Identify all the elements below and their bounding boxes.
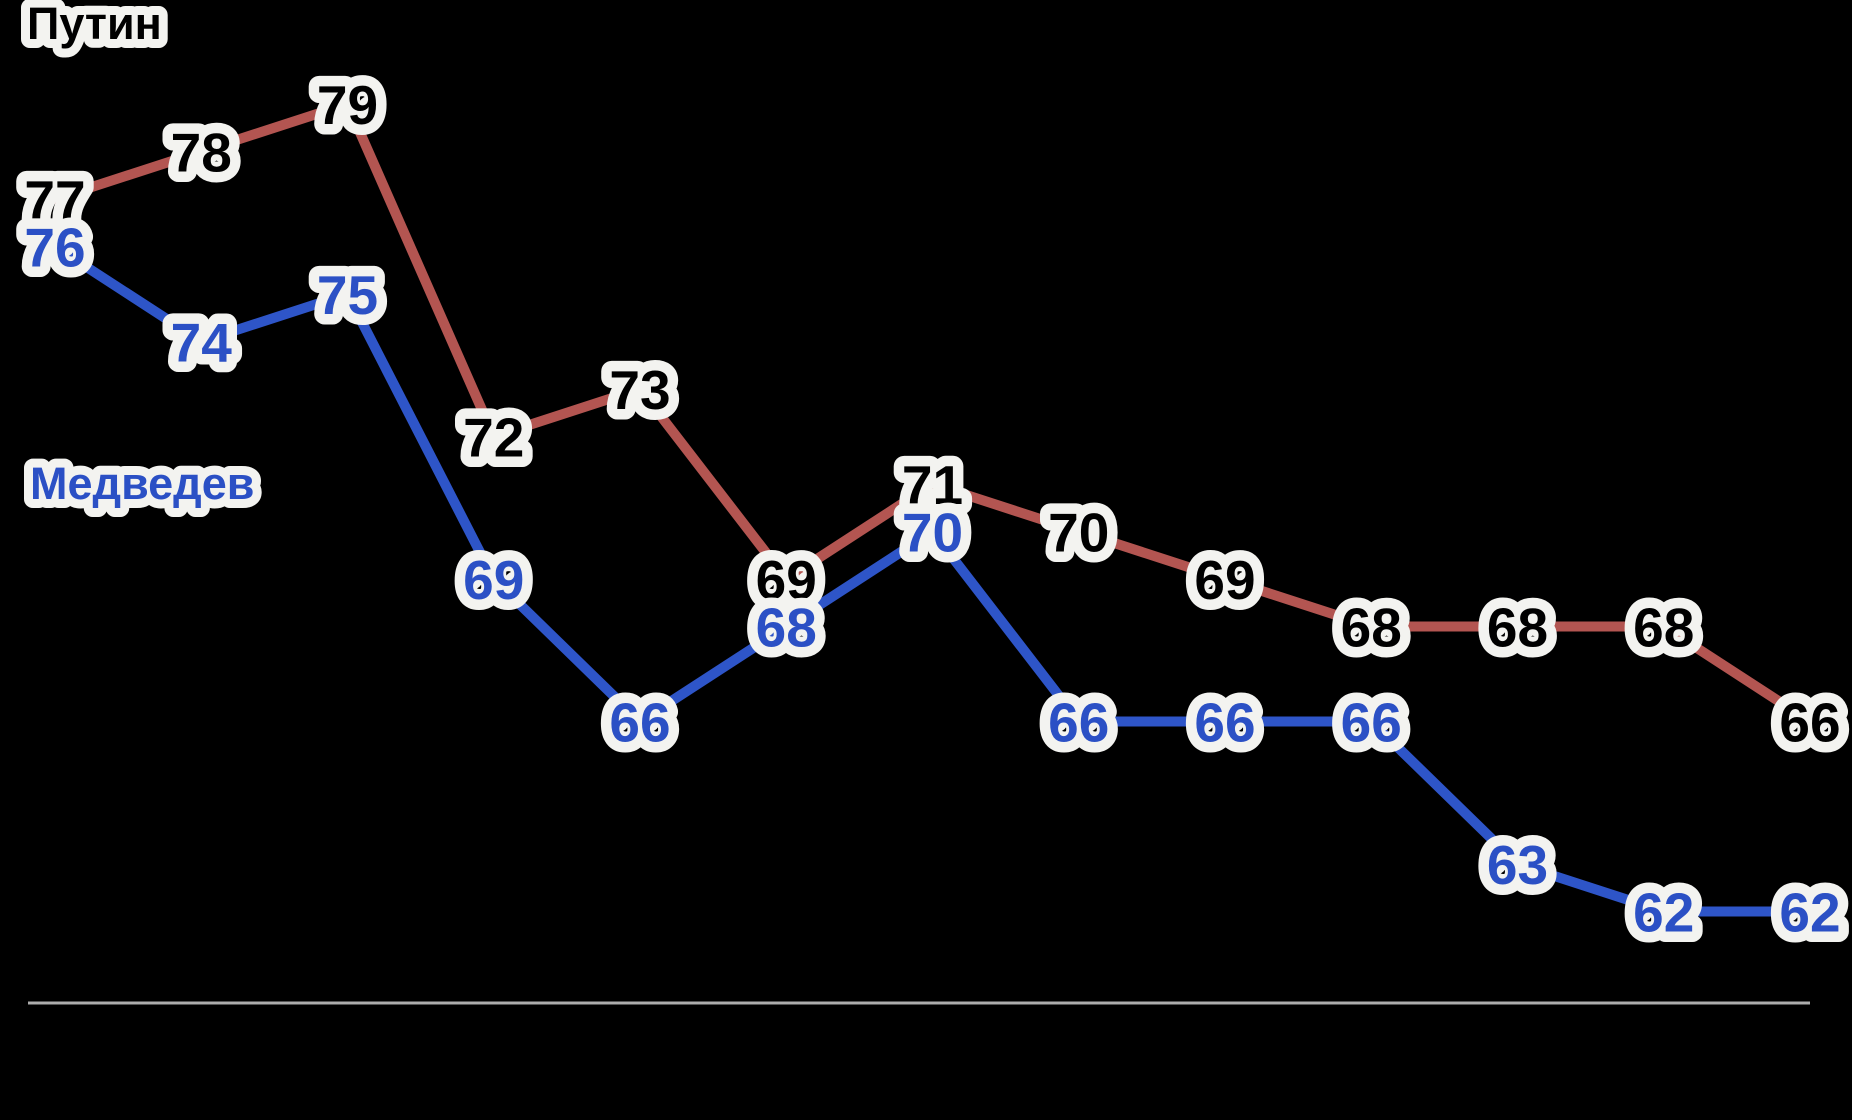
value-label: 69 [1194, 549, 1255, 611]
value-label: 73 [609, 359, 670, 421]
value-label: 68 [1341, 597, 1402, 659]
value-label: 76 [24, 217, 85, 279]
value-label: 72 [463, 407, 524, 469]
value-label: 75 [317, 264, 378, 326]
value-label: 62 [1779, 882, 1840, 944]
value-label: 69 [756, 549, 817, 611]
value-label: 66 [1048, 692, 1109, 754]
value-label: 70 [902, 502, 963, 564]
value-label: 79 [317, 74, 378, 136]
value-label: 66 [1779, 692, 1840, 754]
value-label: 68 [1633, 597, 1694, 659]
value-label: 66 [1341, 692, 1402, 754]
series-line-0 [50, 99, 1815, 727]
value-label: 78 [171, 122, 232, 184]
value-label: 68 [756, 597, 817, 659]
value-label: 74 [171, 312, 233, 374]
value-label: 66 [609, 692, 670, 754]
value-label: 70 [1048, 502, 1109, 564]
value-label: 62 [1633, 882, 1694, 944]
value-label: 63 [1487, 834, 1548, 896]
value-label: 71 [902, 454, 963, 516]
series-line-1 [50, 241, 1815, 917]
value-label: 68 [1487, 597, 1548, 659]
value-label: 77 [24, 169, 85, 231]
value-label: 66 [1194, 692, 1255, 754]
series-label-medvedev: Медведев [30, 458, 254, 509]
series-lines [50, 99, 1815, 917]
series-label-putin: Путин [27, 0, 162, 49]
value-label: 69 [463, 549, 524, 611]
